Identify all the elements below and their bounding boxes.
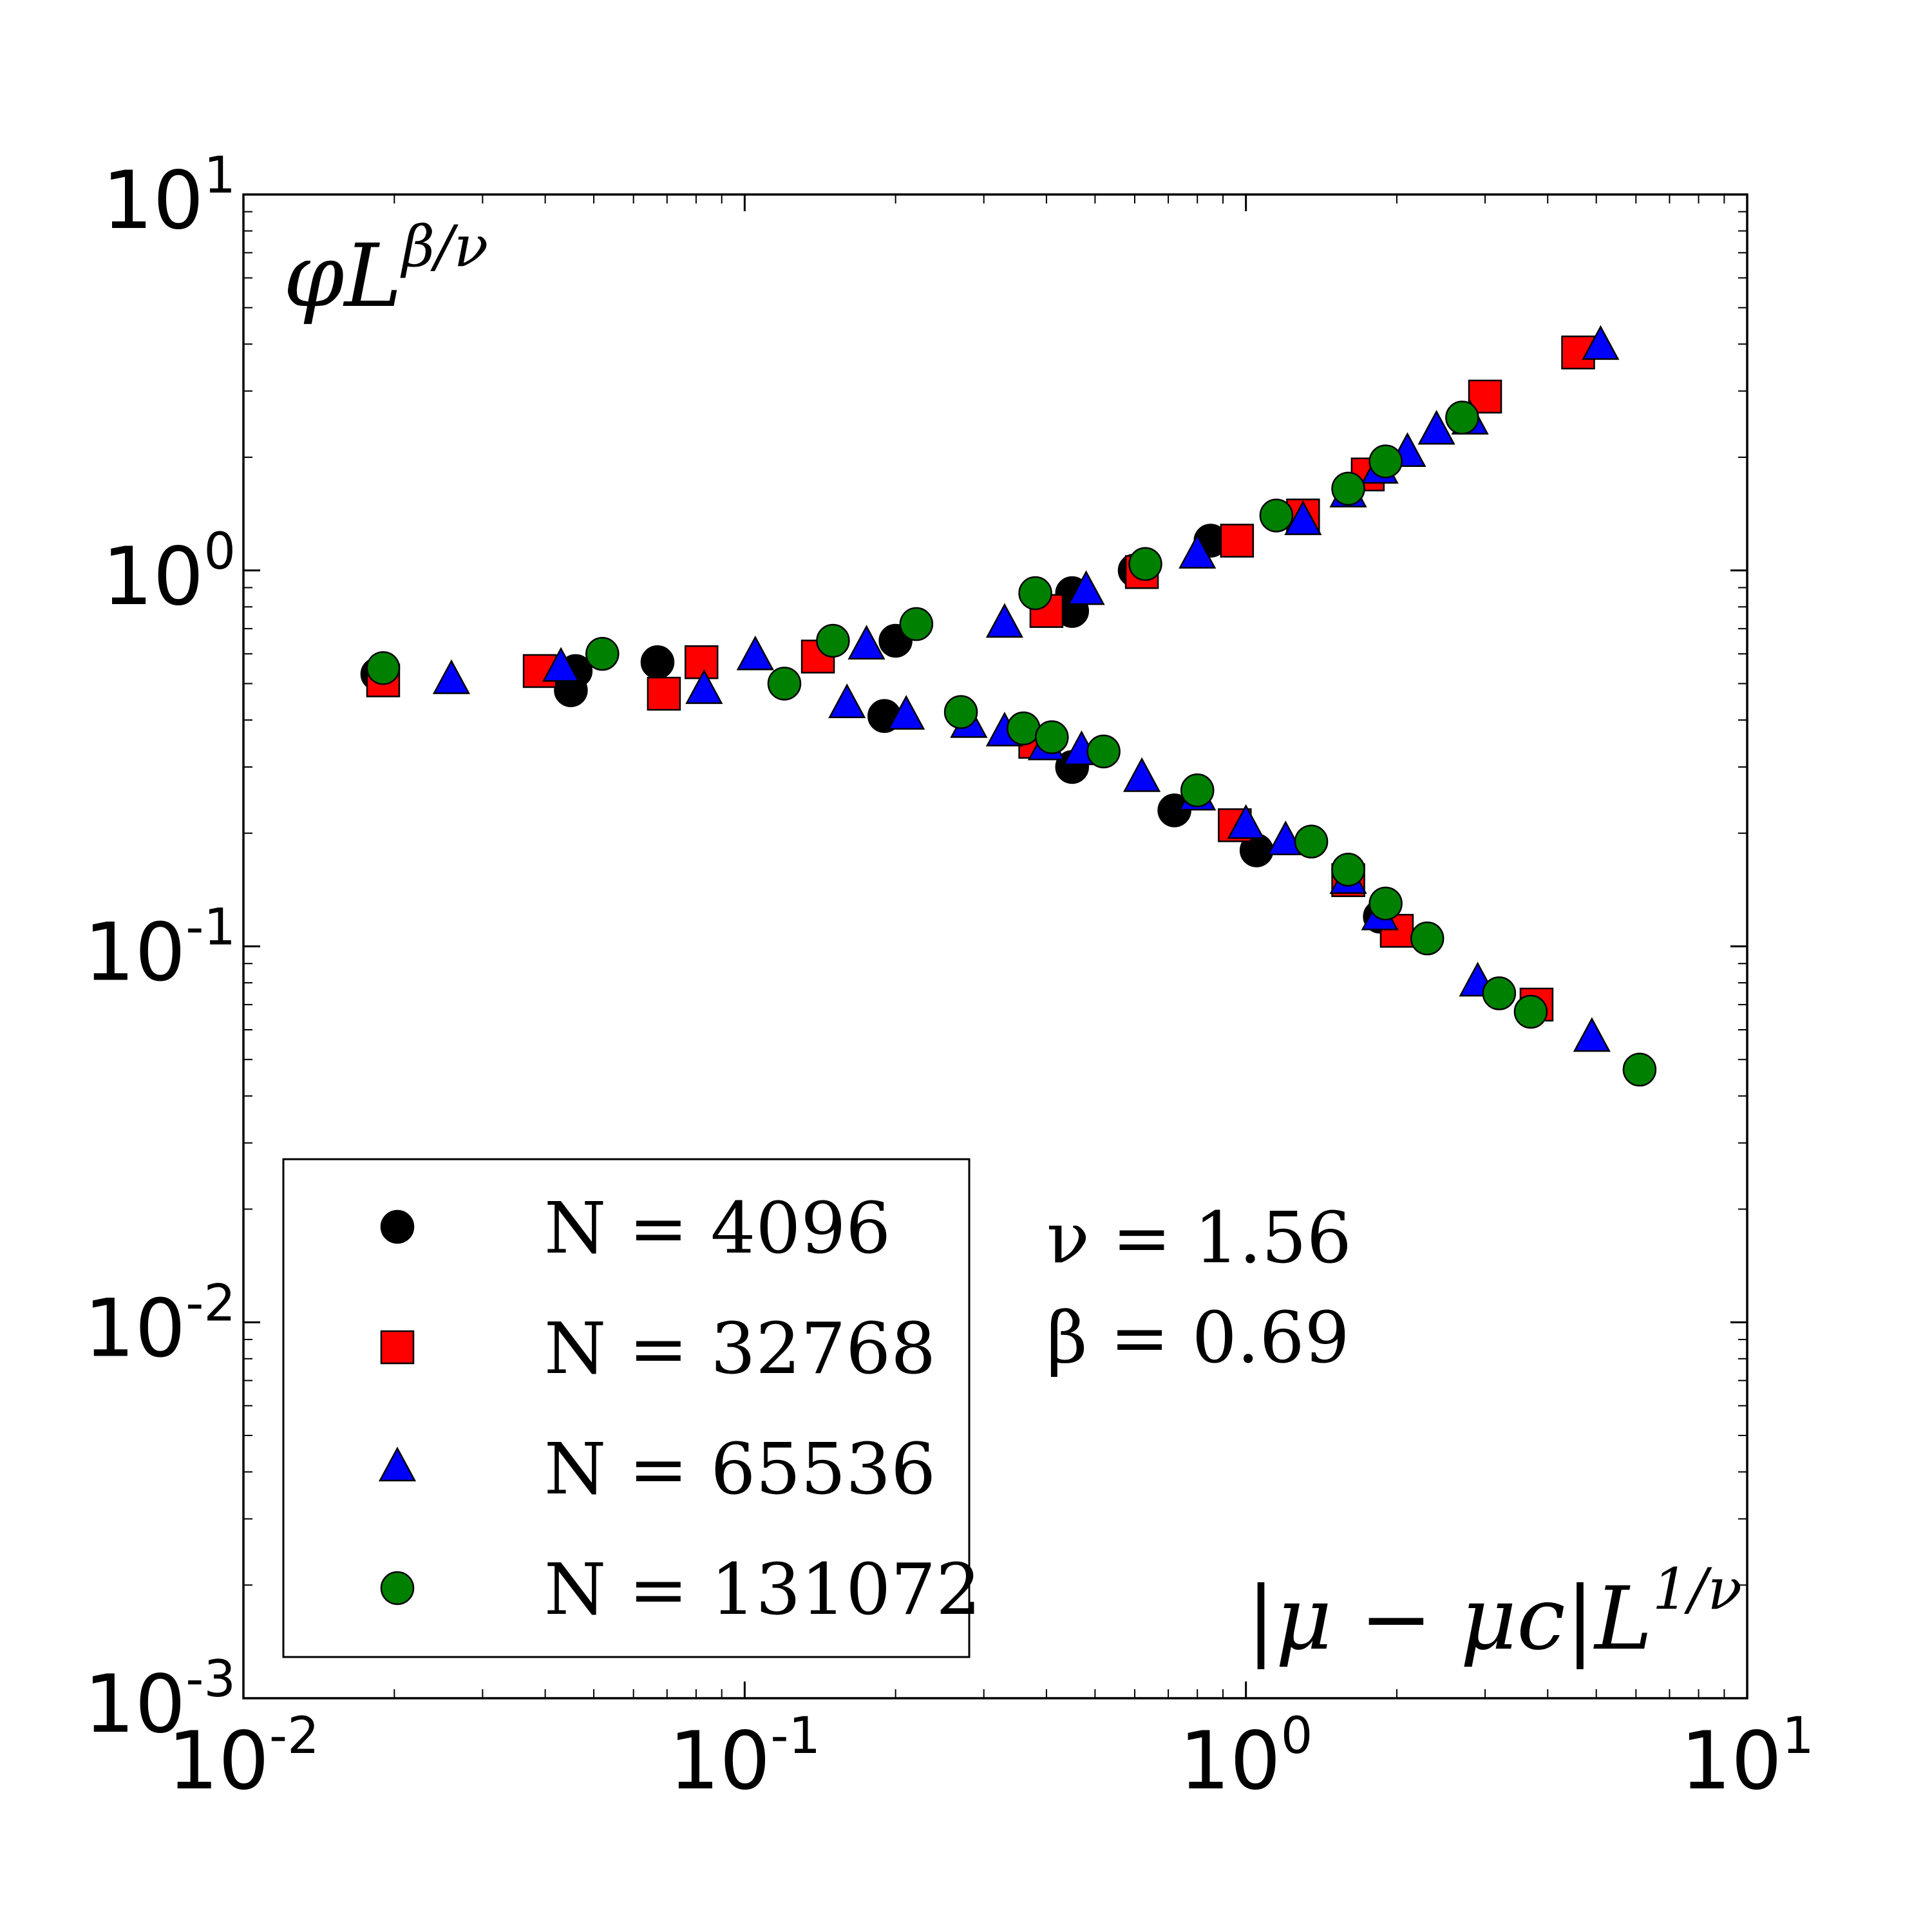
- data-point: [1417, 410, 1455, 445]
- legend-label: N = 32768: [544, 1307, 936, 1390]
- annotation-nu: ν = 1.56: [1046, 1197, 1352, 1279]
- data-point: [1294, 824, 1329, 859]
- data-point: [640, 645, 675, 679]
- data-point: [1582, 325, 1620, 360]
- data-point: [366, 651, 401, 685]
- legend-label: N = 4096: [544, 1187, 891, 1269]
- x-tick-label: 101: [1680, 1707, 1814, 1808]
- data-point: [828, 683, 866, 719]
- y-axis-label: φLβ/ν: [283, 213, 488, 327]
- legend-label: N = 131072: [544, 1548, 981, 1631]
- data-point: [816, 623, 850, 658]
- data-point: [1368, 444, 1403, 478]
- data-point: [1513, 994, 1548, 1029]
- y-tick-label: 100: [102, 523, 236, 623]
- y-tick-label: 101: [102, 147, 236, 247]
- data-point: [1284, 500, 1322, 535]
- data-point: [585, 637, 620, 671]
- data-point: [1128, 547, 1162, 582]
- data-point: [943, 695, 978, 729]
- data-point: [1573, 1017, 1611, 1052]
- data-point: [767, 667, 802, 701]
- data-point: [1179, 533, 1217, 569]
- data-point: [1445, 401, 1479, 435]
- data-point: [887, 695, 925, 730]
- minor-ticks: [243, 194, 1747, 1698]
- data-point: [736, 635, 774, 670]
- data-point: [1035, 720, 1069, 755]
- data-point: [1622, 1052, 1657, 1087]
- data-point: [685, 645, 719, 679]
- data-point: [1180, 773, 1215, 808]
- data-point: [685, 669, 723, 705]
- legend-marker: [380, 1571, 415, 1605]
- data-point: [1482, 976, 1517, 1010]
- data-point: [1067, 570, 1105, 605]
- y-tick-label: 10-1: [84, 899, 236, 999]
- y-tick-label: 10-2: [84, 1274, 236, 1375]
- legend-marker: [378, 1446, 417, 1482]
- legend-marker: [380, 1330, 415, 1365]
- x-tick-label: 10-2: [167, 1707, 319, 1808]
- data-point: [985, 603, 1024, 638]
- data-point: [899, 607, 934, 641]
- data-point: [1259, 498, 1294, 533]
- plot-frame: [242, 193, 1748, 1700]
- data-point: [542, 647, 580, 682]
- legend: N = 4096 N = 32768 N = 65536 N = 131072: [282, 1158, 981, 1658]
- data-point: [647, 676, 681, 711]
- data-point: [1227, 804, 1265, 839]
- annotation-beta: β = 0.69: [1046, 1296, 1350, 1379]
- data-point: [1410, 921, 1444, 956]
- data-point: [1122, 757, 1161, 792]
- x-tick-label: 10-1: [669, 1707, 821, 1808]
- data-point: [1018, 576, 1052, 611]
- series-3: [366, 401, 1657, 1087]
- data-point: [1267, 820, 1305, 856]
- data-point: [1368, 886, 1403, 921]
- data-point: [1331, 471, 1365, 506]
- data-point: [1331, 853, 1365, 887]
- data-point: [432, 659, 471, 694]
- legend-label: N = 65536: [544, 1428, 936, 1510]
- x-axis-label: |μ − μc|L1/ν: [1246, 1556, 1742, 1669]
- legend-marker: [380, 1209, 415, 1244]
- y-tick-label: 10-3: [84, 1651, 236, 1751]
- data-point: [1007, 711, 1041, 746]
- data-point: [1086, 734, 1121, 769]
- data-layer: [360, 325, 1657, 1087]
- data-point: [848, 625, 886, 660]
- x-tick-label: 100: [1179, 1707, 1312, 1808]
- data-point: [1220, 524, 1255, 558]
